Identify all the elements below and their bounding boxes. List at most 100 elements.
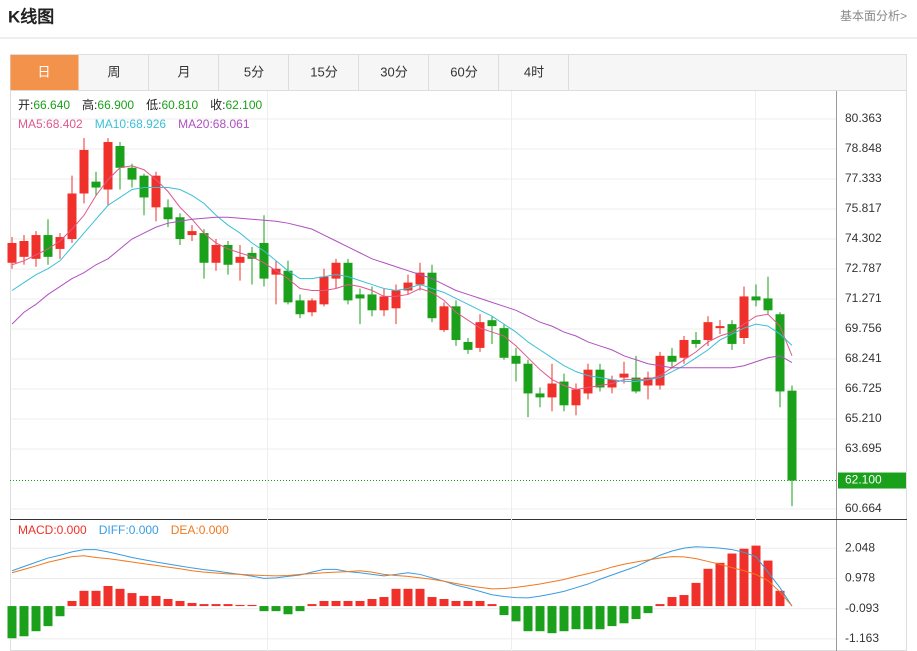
candle-body (703, 322, 713, 340)
y-tick-label: 77.333 (845, 171, 882, 185)
candle-body (751, 296, 761, 301)
tab[interactable]: 5分 (244, 64, 264, 79)
candle-body (7, 242, 17, 263)
macd-bar (7, 606, 17, 639)
candle-body (31, 235, 41, 259)
y-tick-label: 75.817 (845, 201, 882, 215)
macd-bar (403, 588, 413, 607)
macd-bar (511, 606, 521, 622)
y-tick-label: 0.978 (845, 571, 875, 585)
macd-bar (235, 604, 245, 607)
candle-body (787, 390, 797, 481)
candle-body (655, 355, 665, 386)
y-tick-label: 71.271 (845, 291, 882, 305)
candle-body (583, 369, 593, 394)
candle-body (511, 355, 521, 364)
y-tick-label: 78.848 (845, 141, 882, 155)
y-tick-label: 66.725 (845, 381, 882, 395)
candle-body (595, 369, 605, 388)
macd-bar (355, 600, 365, 607)
macd-bar (703, 568, 713, 607)
legend-value: 66.900 (97, 98, 134, 112)
macd-bar (619, 606, 629, 624)
fundamental-link[interactable]: 基本面分析> (840, 9, 907, 23)
y-tick-label: -1.163 (845, 631, 879, 645)
ma-line (11, 216, 793, 369)
legend-name: DIFF: (99, 523, 129, 537)
candle-body (343, 262, 353, 301)
candle-body (535, 393, 545, 398)
tab-active (10, 55, 79, 90)
macd-bar (523, 606, 533, 632)
macd-bar (727, 553, 737, 607)
tab[interactable]: 月 (177, 64, 190, 79)
candle-body (271, 268, 281, 275)
tab[interactable]: 15分 (310, 64, 337, 79)
tab[interactable]: 30分 (380, 64, 407, 79)
candle-body (691, 339, 701, 344)
y-tick-label: 69.756 (845, 321, 882, 335)
macd-bar (775, 590, 785, 607)
macd-bar (271, 606, 281, 612)
macd-bar (43, 606, 53, 627)
macd-bar (199, 604, 209, 607)
legend-value: 66.640 (33, 98, 70, 112)
legend-name: 高: (82, 97, 97, 112)
candle-body (403, 282, 413, 291)
legend-value: 0.000 (129, 523, 159, 537)
macd-bar (367, 599, 377, 607)
legend-name: MA10: (95, 117, 130, 131)
macd-bar (763, 560, 773, 607)
legend-name: MA20: (178, 117, 213, 131)
macd-bar (247, 604, 257, 607)
tab[interactable]: 周 (107, 64, 120, 79)
legend-value: 60.810 (161, 98, 198, 112)
candle-body (307, 300, 317, 313)
candle-body (559, 381, 569, 406)
legend-value: 62.100 (225, 98, 262, 112)
macd-bar (391, 588, 401, 607)
macd-bar (739, 548, 749, 607)
candle-body (463, 341, 473, 350)
candle-body (379, 296, 389, 311)
candle-body (43, 235, 53, 257)
macd-bar (151, 595, 161, 607)
candle-body (55, 237, 65, 249)
candle-body (199, 233, 209, 263)
candle-body (487, 320, 497, 327)
macd-bar (415, 588, 425, 607)
candle-body (211, 244, 221, 263)
y-tick-label: 65.210 (845, 411, 882, 425)
macd-bar (331, 600, 341, 607)
macd-bar (187, 602, 197, 607)
y-tick-label: 63.695 (845, 441, 882, 455)
candle-body (427, 272, 437, 319)
macd-bar (571, 606, 581, 630)
macd-bar (55, 606, 65, 617)
candle-body (415, 272, 425, 285)
candle-body (439, 306, 449, 331)
tab[interactable]: 4时 (524, 64, 544, 79)
candle-body (523, 363, 533, 394)
candle-body (619, 373, 629, 378)
candle-body (115, 145, 125, 168)
tab[interactable]: 60分 (450, 64, 477, 79)
candle-body (391, 290, 401, 309)
macd-bar (475, 600, 485, 607)
candle-body (19, 241, 29, 257)
macd-bar (463, 600, 473, 607)
last-price-label: 62.100 (845, 473, 882, 487)
legend-value: 0.000 (199, 523, 229, 537)
macd-bar (715, 562, 725, 607)
legend-name: 收: (210, 98, 225, 112)
candle-body (547, 383, 557, 398)
macd-bar (607, 606, 617, 627)
candle-body (295, 300, 305, 315)
candle-body (475, 322, 485, 348)
page-title: K线图 (8, 6, 54, 26)
legend-value: 68.402 (46, 117, 83, 131)
candle-body (451, 306, 461, 340)
macd-bar (547, 606, 557, 634)
tab[interactable]: 日 (37, 64, 50, 79)
